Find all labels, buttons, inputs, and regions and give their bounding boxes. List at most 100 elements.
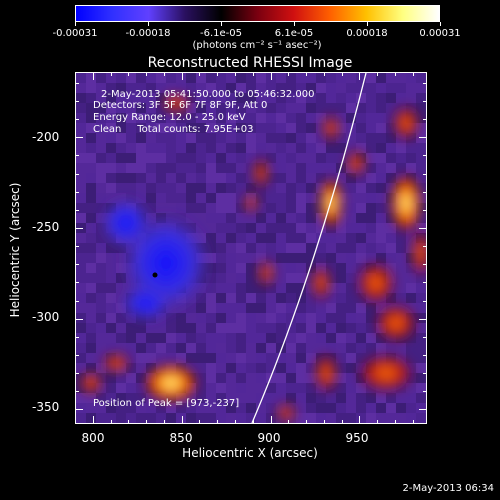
image-pixel [116, 283, 126, 293]
image-pixel [316, 163, 326, 173]
image-pixel [376, 163, 386, 173]
image-pixel [306, 303, 316, 313]
image-pixel [306, 393, 316, 403]
image-pixel [416, 303, 426, 313]
image-pixel [126, 93, 136, 103]
axis-tick-mark [423, 209, 427, 211]
image-pixel [176, 163, 186, 173]
x-tick-label: 950 [345, 431, 369, 445]
image-pixel [356, 203, 366, 213]
image-pixel [156, 403, 166, 413]
colorbar-tick-label: 0.00031 [419, 28, 461, 39]
image-pixel [266, 233, 276, 243]
image-pixel [206, 263, 216, 273]
axis-tick-mark [199, 72, 201, 76]
image-pixel [86, 163, 96, 173]
image-pixel [216, 253, 226, 263]
image-pixel [246, 253, 256, 263]
image-pixel [76, 173, 86, 183]
image-pixel [316, 403, 326, 413]
axis-tick-mark [75, 300, 79, 302]
image-pixel [256, 123, 266, 133]
image-pixel [216, 353, 226, 363]
image-pixel [286, 353, 296, 363]
image-pixel [286, 73, 296, 83]
image-pixel [296, 193, 306, 203]
image-pixel [266, 203, 276, 213]
image-pixel [116, 113, 126, 123]
axis-tick-mark [412, 420, 414, 424]
image-pixel [386, 133, 396, 143]
image-pixel [266, 173, 276, 183]
image-pixel [306, 253, 316, 263]
image-pixel [136, 403, 146, 413]
image-pixel [286, 323, 296, 333]
image-pixel [306, 193, 316, 203]
image-pixel [216, 263, 226, 273]
image-pixel [266, 153, 276, 163]
image-pixel [146, 173, 156, 183]
image-pixel [296, 413, 306, 423]
image-pixel [146, 113, 156, 123]
image-pixel [206, 413, 216, 423]
image-pixel [126, 153, 136, 163]
image-pixel [246, 93, 256, 103]
image-pixel [266, 363, 276, 373]
image-pixel [196, 103, 206, 113]
image-pixel [376, 123, 386, 133]
image-pixel [76, 313, 86, 323]
image-pixel [166, 313, 176, 323]
image-pixel [206, 313, 216, 323]
image-pixel [186, 353, 196, 363]
image-pixel [326, 73, 336, 83]
image-pixel [76, 73, 86, 83]
image-pixel [146, 153, 156, 163]
axis-tick-mark [75, 155, 79, 157]
image-pixel [76, 223, 86, 233]
image-pixel [216, 103, 226, 113]
image-pixel [286, 193, 296, 203]
image-pixel [186, 143, 196, 153]
image-pixel [306, 143, 316, 153]
image-pixel [336, 383, 346, 393]
image-pixel [286, 283, 296, 293]
image-pixel [326, 293, 336, 303]
image-pixel [236, 133, 246, 143]
image-pixel [156, 343, 166, 353]
image-pixel [196, 373, 206, 383]
image-pixel [106, 143, 116, 153]
image-pixel [206, 93, 216, 103]
image-pixel [196, 213, 206, 223]
image-pixel [346, 213, 356, 223]
image-pixel [106, 313, 116, 323]
image-pixel [336, 123, 346, 133]
image-pixel [86, 223, 96, 233]
image-pixel [286, 123, 296, 133]
image-pixel [176, 313, 186, 323]
image-pixel [266, 333, 276, 343]
image-pixel [256, 213, 266, 223]
image-pixel [226, 73, 236, 83]
image-pixel [106, 403, 116, 413]
image-pixel [286, 333, 296, 343]
image-pixel [136, 153, 146, 163]
image-pixel [96, 193, 106, 203]
image-pixel [296, 373, 306, 383]
axis-tick-mark [75, 228, 83, 230]
axis-tick-mark [423, 246, 427, 248]
image-pixel [366, 103, 376, 113]
image-pixel [146, 413, 156, 423]
image-pixel [296, 103, 306, 113]
image-pixel [386, 103, 396, 113]
image-pixel [336, 283, 346, 293]
image-pixel [256, 83, 266, 93]
image-pixel [356, 73, 366, 83]
image-pixel [106, 273, 116, 283]
image-pixel [266, 223, 276, 233]
image-pixel [116, 103, 126, 113]
image-pixel [266, 183, 276, 193]
image-pixel [116, 323, 126, 333]
image-pixel [276, 373, 286, 383]
image-pixel [356, 403, 366, 413]
image-pixel [206, 73, 216, 83]
